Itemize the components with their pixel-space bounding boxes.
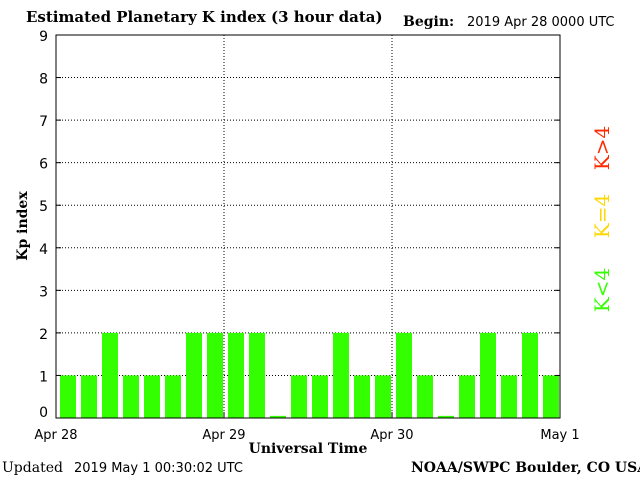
y-tick-label: 5 — [39, 199, 48, 215]
chart-title: Estimated Planetary K index (3 hour data… — [26, 8, 383, 26]
x-tick-label: Apr 28 — [34, 428, 77, 443]
kp-bar — [144, 375, 160, 418]
y-tick-label: 6 — [39, 157, 48, 173]
kp-bar — [165, 375, 181, 418]
y-tick-label: 7 — [39, 114, 48, 130]
begin-label: Begin: — [403, 14, 455, 30]
kp-bar — [459, 375, 475, 418]
y-tick-label: 0 — [39, 405, 48, 421]
kp-bar — [186, 332, 202, 418]
begin-value: 2019 Apr 28 0000 UTC — [467, 15, 615, 30]
updated-label: Updated — [2, 460, 63, 476]
y-tick-label: 8 — [39, 72, 48, 88]
x-tick-label: Apr 30 — [370, 428, 413, 443]
kp-bar — [417, 375, 433, 418]
legend-item: K=4 — [590, 194, 614, 238]
y-tick-label: 2 — [39, 327, 48, 343]
kp-bar — [312, 375, 328, 418]
kp-bar — [81, 375, 97, 418]
kp-bar — [333, 332, 349, 418]
x-tick-label: May 1 — [540, 428, 579, 443]
x-axis-label: Universal Time — [249, 441, 368, 457]
kp-bar — [291, 375, 307, 418]
kp-bar — [438, 415, 454, 418]
kp-bar — [249, 332, 265, 418]
y-axis-label: Kp index — [15, 191, 31, 261]
legend-item: K>4 — [590, 126, 614, 170]
kp-bar — [354, 375, 370, 418]
y-tick-label: 4 — [39, 242, 48, 258]
kp-bar — [123, 375, 139, 418]
x-tick-label: Apr 29 — [202, 428, 245, 443]
kp-bar — [522, 332, 538, 418]
kp-bar — [60, 375, 76, 418]
source-credit: NOAA/SWPC Boulder, CO USA — [411, 460, 640, 476]
legend-item: K<4 — [590, 268, 614, 312]
kp-bar — [480, 332, 496, 418]
kp-bar — [102, 332, 118, 418]
kp-bar — [543, 375, 559, 418]
kp-bar — [270, 415, 286, 418]
y-tick-label: 1 — [39, 369, 48, 385]
updated-value: 2019 May 1 00:30:02 UTC — [74, 461, 243, 476]
kp-bar — [396, 332, 412, 418]
kp-bar — [228, 332, 244, 418]
kp-bar — [375, 375, 391, 418]
plot-frame — [55, 34, 561, 419]
kp-bar — [207, 332, 223, 418]
y-tick-label: 3 — [39, 284, 48, 300]
kp-bar — [501, 375, 517, 418]
y-tick-label: 9 — [39, 29, 48, 45]
